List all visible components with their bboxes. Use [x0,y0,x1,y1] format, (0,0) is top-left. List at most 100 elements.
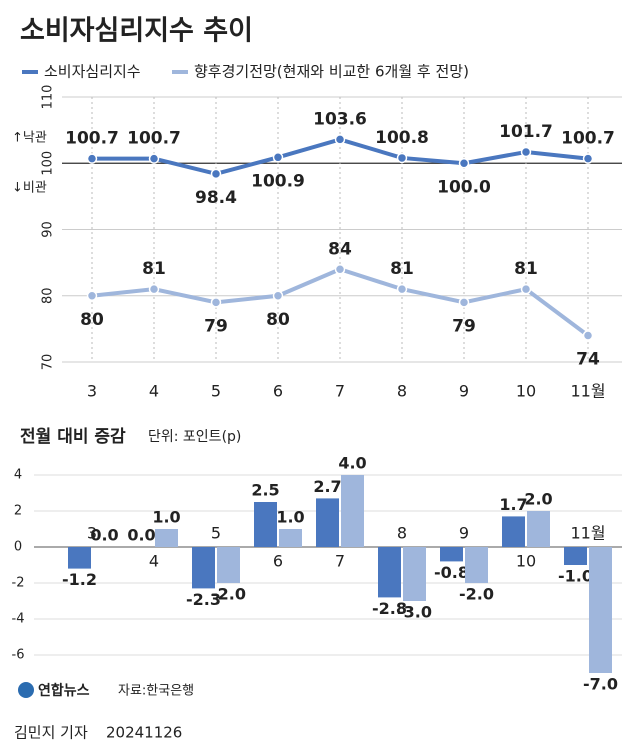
x-tick-label: 3 [87,382,97,401]
logo: 연합뉴스 [38,682,90,699]
bar [440,547,463,562]
y-tick-label: 80 [41,287,56,304]
data-label: 98.4 [195,188,237,208]
data-label: 2.7 [313,477,341,496]
y-tick-label: -6 [12,648,25,663]
data-label: 101.7 [499,122,553,142]
x-tick-label: 7 [335,382,345,401]
point [458,297,470,308]
legend-label: 소비자심리지수 [44,63,141,81]
x-tick-label: 7 [335,552,345,571]
data-label: 100.9 [251,171,305,191]
data-label: 100.8 [375,128,429,148]
y-tick-label: 2 [14,504,22,519]
point [210,168,222,180]
x-tick-label: 10 [516,552,536,571]
point [334,264,346,275]
x-tick-label: 9 [459,382,469,401]
data-label: 100.7 [127,129,181,149]
data-label: 1.0 [276,508,304,527]
x-tick-label: 4 [149,382,159,401]
bar [279,529,302,547]
data-label: 80 [80,310,104,330]
point [334,134,346,145]
x-tick-label: 8 [397,382,407,401]
x-tick-label: 11월 [570,524,605,543]
x-tick-label: 4 [149,552,159,571]
bar [378,547,401,598]
bar [527,511,550,547]
bar [564,547,587,565]
data-label: 81 [390,259,414,279]
x-tick-label: 11월 [570,382,605,401]
data-label: 100.7 [561,129,615,149]
source: 자료:한국은행 [118,683,194,699]
point [396,152,408,164]
point [582,330,594,341]
data-label: -3.0 [397,603,432,622]
x-tick-label: 9 [459,524,469,543]
data-label: -2.8 [372,599,407,618]
data-label: 81 [142,259,166,279]
point [86,290,98,301]
data-label: 80 [266,310,290,330]
point [520,283,532,295]
logo-icon [18,682,34,698]
point [86,153,98,164]
data-label: -1.2 [62,570,97,589]
bar [192,547,215,589]
data-label: -7.0 [583,675,618,694]
data-label: 100.7 [65,129,119,149]
data-label: 84 [328,239,352,259]
bar [502,516,525,547]
y-tick-label: 90 [41,221,56,238]
data-label: 100.0 [437,177,491,197]
x-tick-label: 8 [397,524,407,543]
bar [465,547,488,583]
y-tick-label: -4 [12,612,25,627]
point [396,283,408,295]
y-tick-label: 110 [41,85,56,110]
x-tick-label: 10 [516,382,536,401]
annotation: ↑낙관 [12,131,47,146]
y-tick-label: 70 [41,354,56,371]
data-label: 0.0 [90,526,118,545]
point [520,146,532,158]
annotation: ↓비관 [12,181,47,196]
point [210,297,222,308]
data-label: 1.0 [152,508,180,527]
y-tick-label: 0 [14,540,22,555]
data-label: 1.7 [499,495,527,514]
data-label: 2.0 [524,490,552,509]
x-tick-label: 6 [273,382,283,401]
y-tick-label: -2 [12,576,25,591]
x-tick-label: 5 [211,524,221,543]
x-tick-label: 5 [211,382,221,401]
data-label: 79 [452,316,476,336]
data-label: -2.0 [211,585,246,604]
legend-label: 향후경기전망(현재와 비교한 6개월 후 전망) [194,63,469,81]
data-label: 103.6 [313,109,367,129]
point [458,158,470,169]
bar [254,502,277,547]
bar [217,547,240,583]
x-tick-label: 6 [273,552,283,571]
chart-title: 전월 대비 증감 [20,427,126,447]
bar [155,529,178,547]
bar [341,475,364,547]
point [272,152,284,163]
bar [589,547,612,673]
point [272,290,284,301]
data-label: -2.3 [186,590,221,609]
data-label: 81 [514,259,538,279]
bar [403,547,426,601]
point [148,153,160,164]
data-label: 74 [576,350,600,370]
point [148,283,160,295]
bar [316,498,339,547]
y-tick-label: 100 [41,151,56,176]
chart-subtitle: 단위: 포인트(p) [148,429,241,445]
data-label: -2.0 [459,585,494,604]
bar [68,547,91,569]
